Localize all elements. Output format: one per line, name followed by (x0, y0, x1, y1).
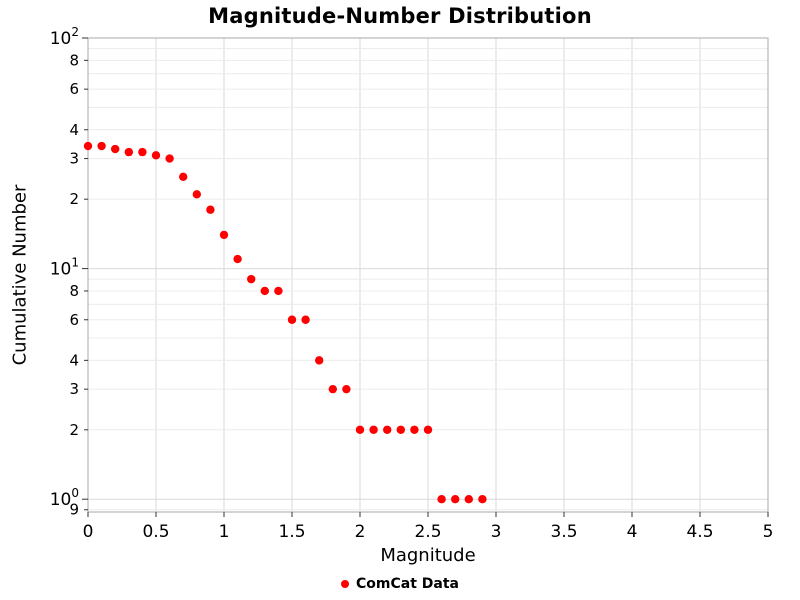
data-point (383, 425, 392, 434)
y-minor-tick-label: 2 (69, 190, 79, 208)
data-point (396, 425, 405, 434)
y-major-tick-label: 100 (50, 486, 79, 510)
legend-marker-icon (341, 580, 350, 588)
y-major-tick-label: 101 (50, 256, 79, 280)
data-point (247, 274, 256, 284)
y-minor-tick-label: 8 (69, 282, 79, 300)
data-point (124, 147, 133, 157)
tick-labels: 0 0.5 1 1.5 2 2.5 3 3.5 4 4.5 5 102 101 100 8 6 4 3 2 8 6 4 3 2… (50, 25, 774, 542)
y-minor-tick-label: 3 (69, 150, 79, 168)
data-point (260, 286, 269, 296)
x-tick-label: 4.5 (686, 522, 713, 542)
y-minor-tick-label: 6 (69, 80, 79, 98)
data-point (369, 425, 378, 434)
data-point (151, 151, 161, 160)
data-point (138, 147, 147, 157)
data-point (219, 230, 229, 240)
data-point (315, 356, 324, 365)
data-point (451, 494, 460, 504)
data-point (206, 205, 215, 214)
data-point (423, 425, 433, 434)
x-tick-label: 1.5 (278, 522, 305, 542)
data-point (328, 384, 337, 394)
y-minor-tick-label: 3 (69, 380, 79, 398)
data-point (165, 154, 174, 163)
x-tick-label: 5 (763, 522, 774, 542)
data-point (97, 141, 106, 151)
y-minor-tick-label: 4 (69, 351, 79, 369)
x-tick-label: 2.5 (414, 522, 441, 542)
data-point (179, 172, 188, 182)
x-axis-label: Magnitude (380, 545, 476, 566)
x-tick-label: 0.5 (142, 522, 169, 542)
grid-lines (87, 37, 769, 512)
x-tick-label: 2 (355, 522, 366, 542)
y-minor-tick-label: 4 (69, 121, 79, 139)
chart-title: Magnitude-Number Distribution (208, 4, 592, 28)
data-point (192, 190, 201, 199)
data-point (342, 384, 351, 394)
legend-label: ComCat Data (356, 576, 459, 592)
x-tick-label: 1 (219, 522, 230, 542)
data-point (83, 141, 93, 151)
data-point (287, 315, 297, 324)
data-points (83, 141, 487, 504)
data-point (111, 144, 120, 154)
x-tick-label: 3.5 (550, 522, 577, 542)
data-point (478, 494, 487, 504)
x-tick-label: 4 (627, 522, 638, 542)
x-tick-label: 0 (83, 522, 94, 542)
data-point (355, 425, 365, 434)
data-point (464, 494, 473, 504)
legend: ComCat Data (341, 576, 459, 592)
data-point (233, 254, 242, 264)
y-major-tick-label: 102 (50, 25, 79, 49)
data-point (410, 425, 419, 434)
y-minor-tick-label: 9 (69, 501, 79, 519)
y-minor-tick-label: 2 (69, 421, 79, 439)
data-point (274, 286, 283, 296)
data-point (437, 494, 446, 504)
axis-ticks (82, 37, 769, 517)
y-minor-tick-label: 6 (69, 311, 79, 329)
data-point (301, 315, 310, 324)
x-tick-label: 3 (491, 522, 502, 542)
y-axis-label: Cumulative Number (9, 184, 31, 366)
y-minor-tick-label: 8 (69, 51, 79, 69)
